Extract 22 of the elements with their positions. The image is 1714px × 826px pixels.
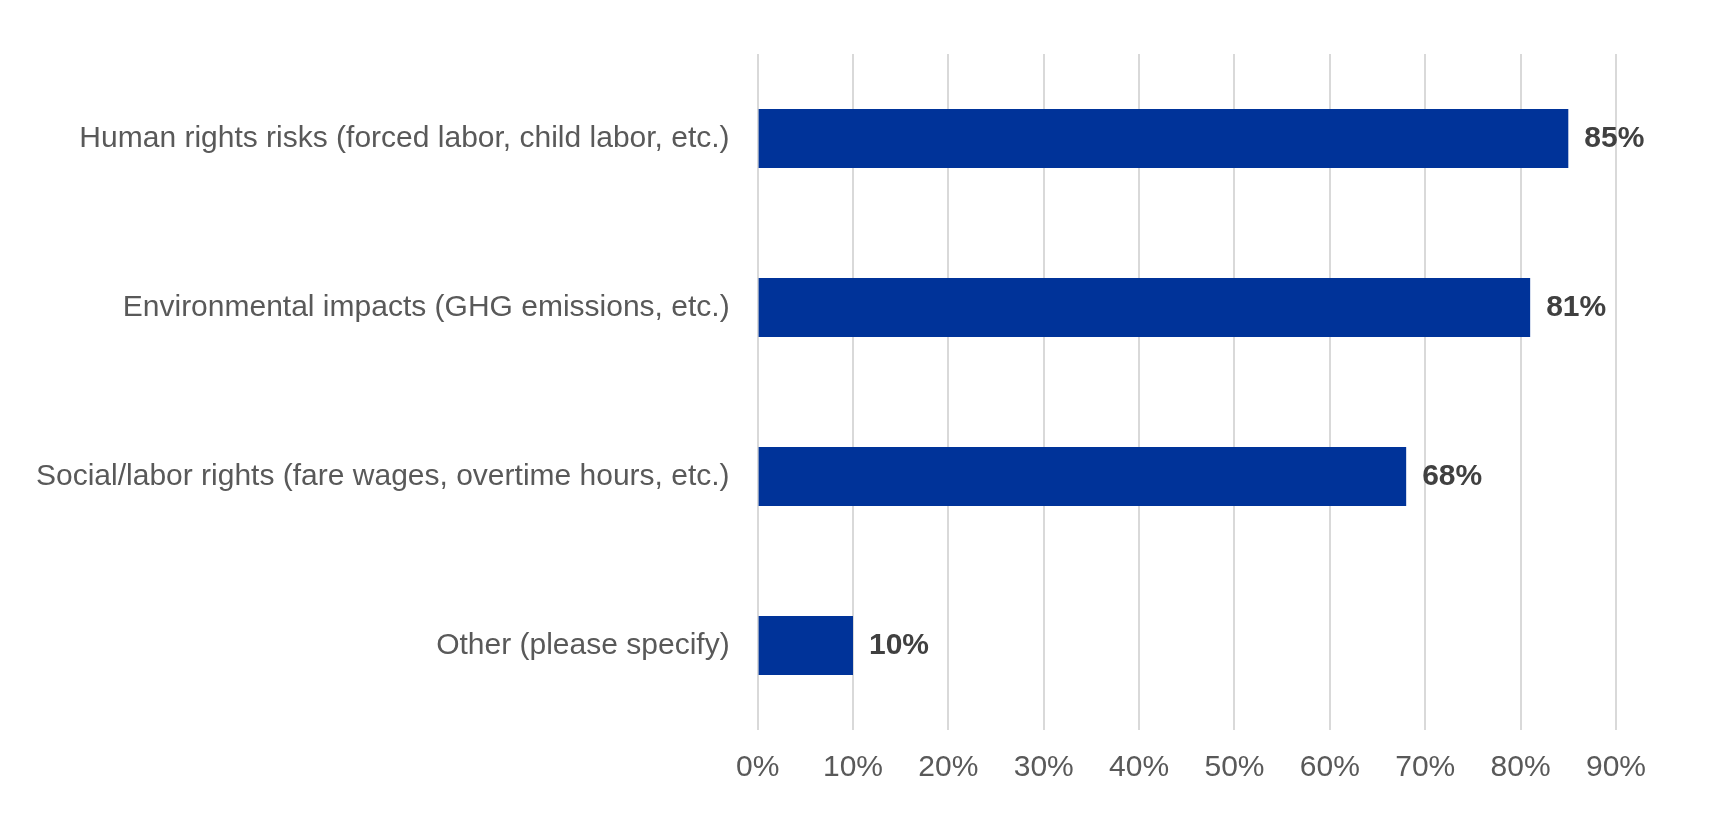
x-tick-label: 10% [822,749,884,783]
y-tick-label: Social/labor rights (fare wages, overtime hours, etc.) [35,457,730,491]
data-label: 10% [868,626,930,660]
x-tick-label: 60% [1299,749,1360,783]
y-tick-label: Other (please specify) [436,626,730,660]
data-label: 81% [1546,288,1607,322]
x-tick-label: 20% [918,749,979,783]
bar [758,446,1407,507]
x-tick-label: 80% [1490,749,1551,783]
bar [758,615,853,676]
x-tick-label: 30% [1013,749,1074,783]
bar [758,108,1569,169]
y-tick-label: Human rights risks (forced labor, child labor, etc.) [79,119,730,153]
x-tick-label: 50% [1204,749,1265,783]
data-label: 85% [1584,119,1645,153]
x-tick-label: 90% [1585,749,1647,783]
x-tick-label: 0% [735,749,780,783]
data-label: 68% [1422,457,1483,491]
bar [758,277,1531,338]
y-tick-label: Environmental impacts (GHG emissions, etc.) [122,288,730,322]
x-tick-label: 70% [1395,749,1456,783]
x-tick-label: 40% [1109,749,1170,783]
